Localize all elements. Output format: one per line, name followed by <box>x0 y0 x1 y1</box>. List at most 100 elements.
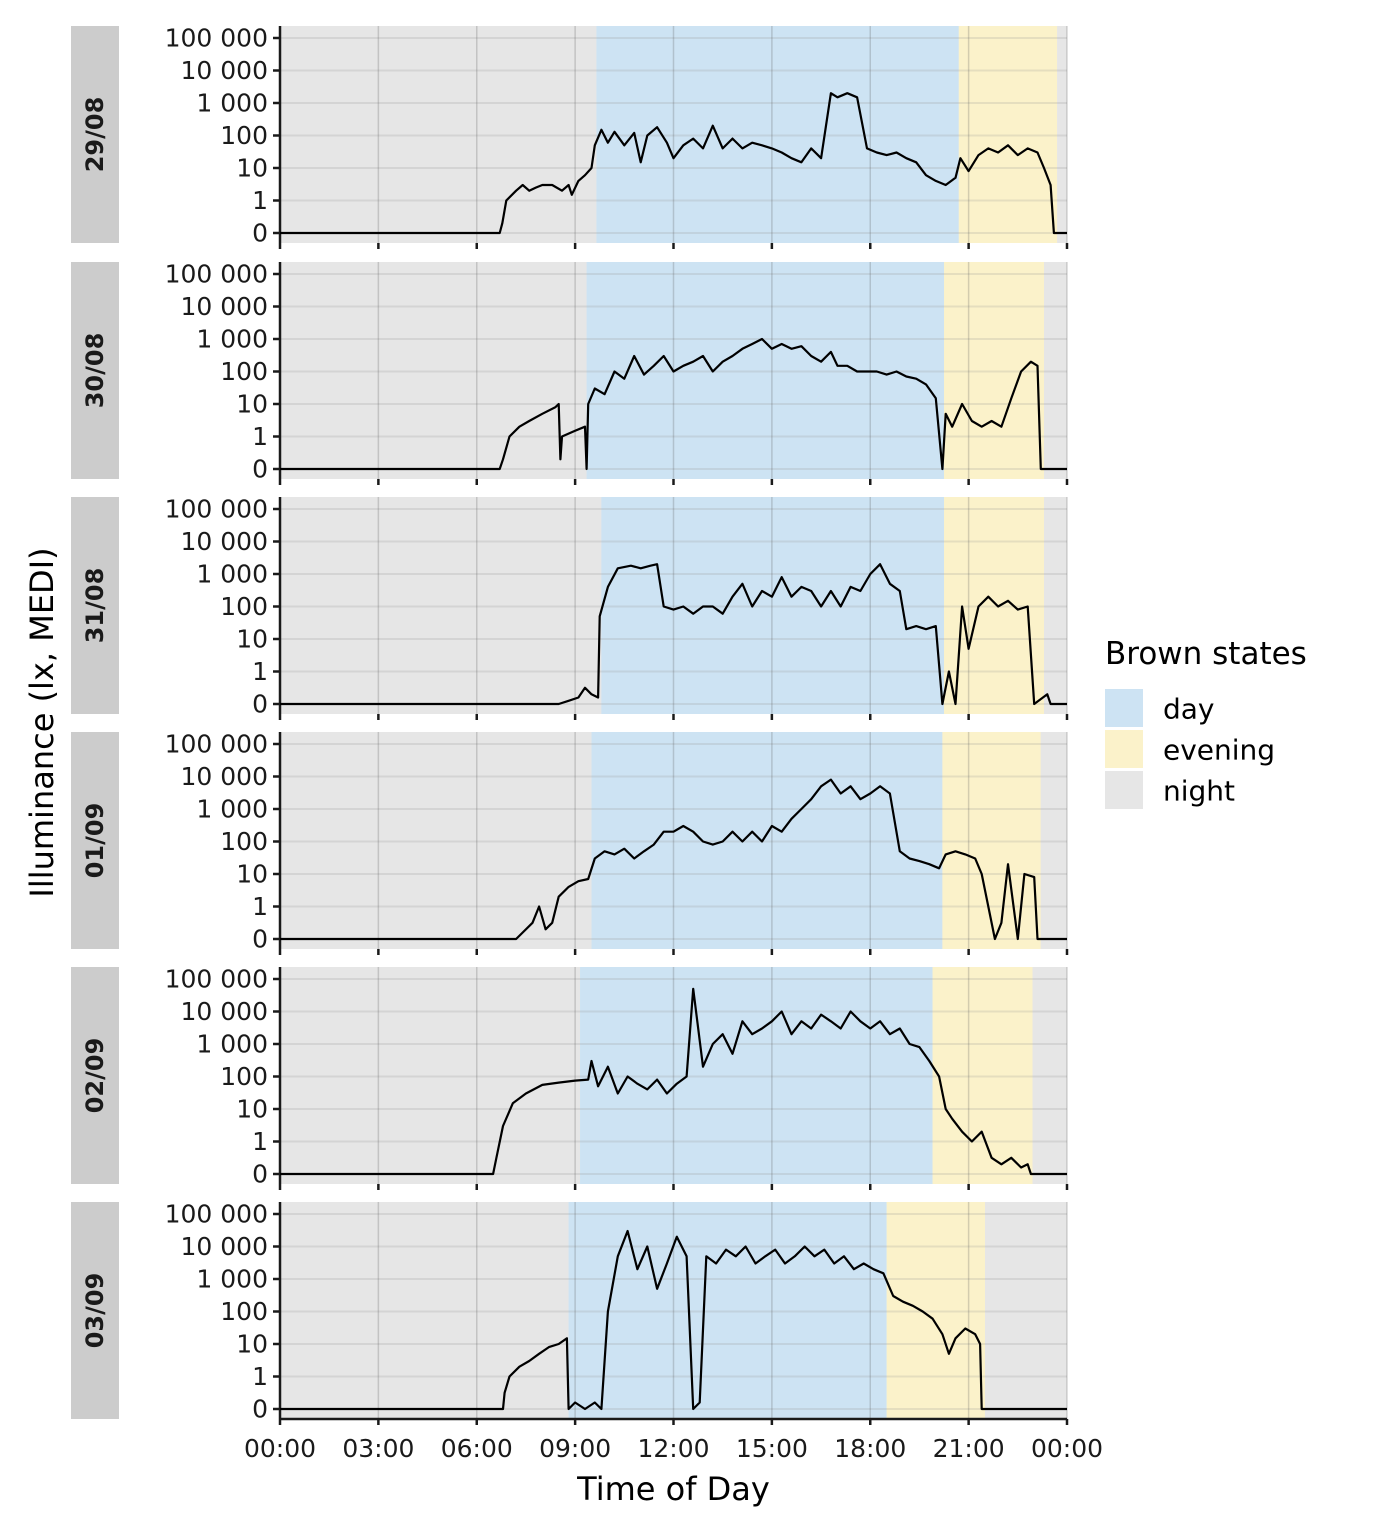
x-tick-label: 00:00 <box>1031 1434 1103 1463</box>
state-band-day <box>580 967 933 1184</box>
x-axis-title: Time of Day <box>576 1470 770 1508</box>
y-tick-label: 10 000 <box>181 997 268 1026</box>
series-line <box>280 1229 1067 1411</box>
state-band-evening <box>944 262 1045 479</box>
y-tick-label: 10 <box>236 154 268 183</box>
x-tick-label: 06:00 <box>441 1434 513 1463</box>
facet-panel-03-09: 03/09 0 1 10 100 1 000 10 000 100 000 <box>71 1200 1069 1425</box>
y-tick-label: 1 <box>252 892 268 921</box>
series-line <box>280 778 1067 941</box>
facet-strip <box>71 732 119 949</box>
y-tick-label: 100 000 <box>165 965 268 994</box>
x-tick-label: 18:00 <box>834 1434 906 1463</box>
y-tick-label: 10 000 <box>181 1232 268 1261</box>
state-band-day <box>586 262 945 479</box>
facet-strip-label: 01/09 <box>81 803 109 879</box>
x-tick-label: 00:00 <box>244 1434 316 1463</box>
y-tick-label: 0 <box>252 925 268 954</box>
state-band-day <box>601 497 945 714</box>
y-tick-label: 1 <box>252 1127 268 1156</box>
state-band-night <box>280 967 581 1184</box>
facet-strip <box>71 26 119 243</box>
x-tick-label: 15:00 <box>736 1434 808 1463</box>
y-tick-label: 100 000 <box>165 260 268 289</box>
y-tick-label: 10 <box>236 1095 268 1124</box>
legend-key-day <box>1105 689 1143 727</box>
y-tick-label: 100 <box>220 1062 268 1091</box>
y-tick-label: 1 000 <box>196 325 268 354</box>
state-band-night <box>1040 732 1067 949</box>
y-tick-label: 10 000 <box>181 56 268 85</box>
state-band-evening <box>886 1202 986 1419</box>
y-tick-label: 10 000 <box>181 762 268 791</box>
y-tick-label: 100 <box>220 1297 268 1326</box>
series-line <box>280 563 1067 706</box>
state-band-night <box>280 262 587 479</box>
state-band-evening <box>942 732 1041 949</box>
y-tick-label: 1 <box>252 1362 268 1391</box>
facet-strip-label: 30/08 <box>81 333 109 409</box>
state-band-night <box>280 1202 569 1419</box>
facet-strip <box>71 262 119 479</box>
facet-strip <box>71 967 119 1184</box>
y-tick-label: 100 <box>220 592 268 621</box>
state-band-night <box>1032 967 1067 1184</box>
y-tick-label: 10 <box>236 390 268 419</box>
legend-key-evening <box>1105 730 1143 768</box>
y-tick-label: 1 000 <box>196 560 268 589</box>
state-band-evening <box>932 967 1033 1184</box>
legend: Brown states day evening night <box>1105 636 1307 809</box>
state-band-night <box>1044 262 1067 479</box>
y-tick-label: 10 <box>236 860 268 889</box>
facet-panel-02-09: 02/09 0 1 10 100 1 000 10 000 100 000 <box>71 965 1069 1190</box>
x-tick-label: 12:00 <box>637 1434 709 1463</box>
facet-strip-label: 02/09 <box>81 1038 109 1114</box>
series-line <box>280 92 1067 235</box>
state-band-night <box>985 1202 1067 1419</box>
legend-label-night: night <box>1163 775 1235 808</box>
series-line <box>280 987 1067 1176</box>
state-band-night <box>280 26 597 243</box>
y-tick-label: 100 000 <box>165 1200 268 1229</box>
facet-panel-29-08: 29/08 0 1 10 100 1 000 10 000 100 000 <box>71 24 1069 249</box>
y-tick-label: 1 <box>252 422 268 451</box>
y-tick-label: 0 <box>252 219 268 248</box>
y-tick-label: 100 <box>220 827 268 856</box>
y-tick-label: 10 000 <box>181 527 268 556</box>
y-tick-label: 1 000 <box>196 1030 268 1059</box>
state-band-night <box>1057 26 1067 243</box>
facet-panel-01-09: 01/09 0 1 10 100 1 000 10 000 100 000 <box>71 730 1069 955</box>
y-tick-label: 100 <box>220 121 268 150</box>
y-tick-label: 0 <box>252 690 268 719</box>
state-band-night <box>280 732 592 949</box>
y-tick-label: 100 <box>220 357 268 386</box>
x-tick-label: 09:00 <box>539 1434 611 1463</box>
y-tick-label: 0 <box>252 455 268 484</box>
y-tick-label: 0 <box>252 1160 268 1189</box>
facet-strip-label: 03/09 <box>81 1273 109 1349</box>
x-tick-label: 03:00 <box>342 1434 414 1463</box>
facet-strip-label: 31/08 <box>81 568 109 644</box>
legend-label-evening: evening <box>1163 734 1275 767</box>
y-tick-label: 10 <box>236 625 268 654</box>
y-tick-label: 1 000 <box>196 1265 268 1294</box>
y-tick-label: 10 000 <box>181 292 268 321</box>
facet-strip-label: 29/08 <box>81 97 109 173</box>
legend-label-day: day <box>1163 693 1215 726</box>
y-tick-label: 100 000 <box>165 24 268 53</box>
y-tick-label: 100 000 <box>165 495 268 524</box>
legend-key-night <box>1105 771 1143 809</box>
state-band-night <box>1044 497 1067 714</box>
y-tick-label: 1 000 <box>196 89 268 118</box>
facet-panel-30-08: 30/08 0 1 10 100 1 000 10 000 100 000 <box>71 260 1069 485</box>
y-tick-label: 1 <box>252 186 268 215</box>
y-axis-title: Illuminance (lx, MEDI) <box>23 547 61 897</box>
state-band-day <box>568 1202 887 1419</box>
y-tick-label: 1 000 <box>196 795 268 824</box>
y-tick-label: 0 <box>252 1395 268 1424</box>
y-tick-label: 100 000 <box>165 730 268 759</box>
facet-panel-31-08: 31/08 0 1 10 100 1 000 10 000 100 000 <box>71 495 1069 720</box>
state-band-day <box>596 26 959 243</box>
y-tick-label: 10 <box>236 1330 268 1359</box>
